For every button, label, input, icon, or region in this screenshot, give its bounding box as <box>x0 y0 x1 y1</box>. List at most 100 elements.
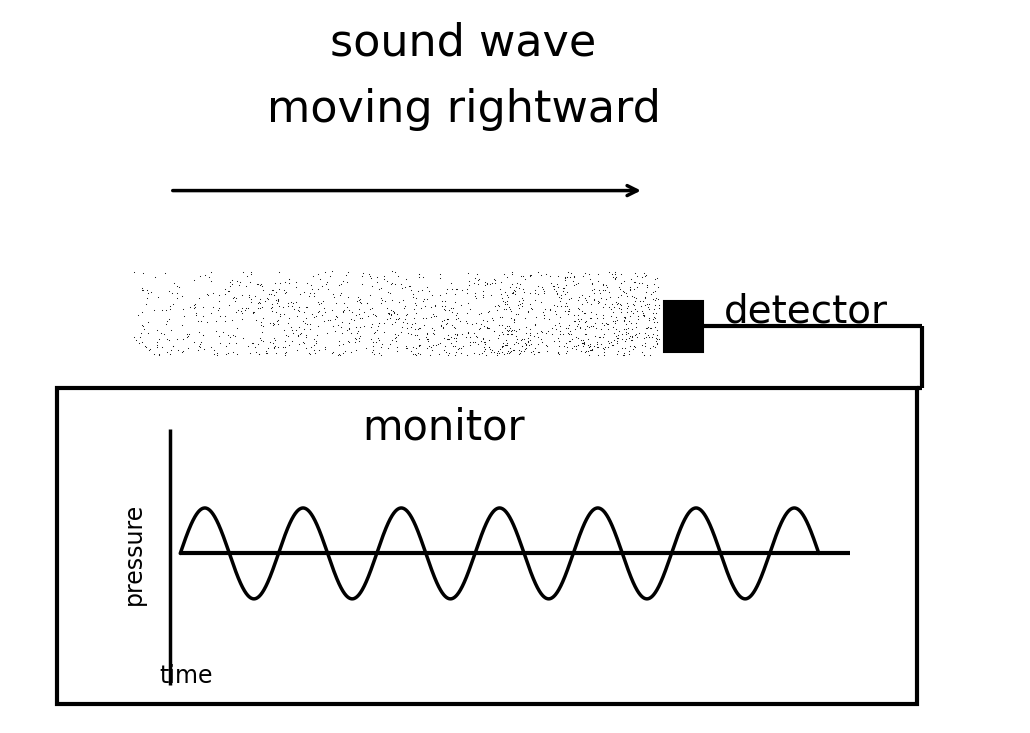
Point <box>521 329 538 341</box>
Point <box>480 306 496 317</box>
Point <box>568 331 584 343</box>
Point <box>506 284 522 295</box>
Point <box>651 333 667 345</box>
Point <box>265 337 281 349</box>
Point <box>626 292 643 303</box>
Point <box>382 287 399 298</box>
Point <box>649 339 665 350</box>
Point <box>563 328 580 339</box>
Point <box>251 297 268 309</box>
Point <box>513 334 529 346</box>
Point <box>527 295 544 306</box>
Point <box>387 328 404 340</box>
Point <box>444 306 460 318</box>
Point <box>556 273 573 285</box>
Point <box>180 342 197 354</box>
Point <box>473 336 489 347</box>
Point <box>490 319 507 331</box>
Point <box>166 278 182 290</box>
Point <box>134 284 150 296</box>
Point <box>317 341 334 353</box>
Point <box>594 278 611 290</box>
Point <box>466 347 482 359</box>
Point <box>362 303 378 315</box>
Point <box>626 299 643 311</box>
Point <box>521 287 538 299</box>
Point <box>425 328 442 340</box>
Point <box>341 304 357 316</box>
Point <box>151 334 168 345</box>
Point <box>507 285 523 297</box>
Point <box>533 334 549 345</box>
Point <box>398 339 414 351</box>
Point <box>522 298 539 310</box>
Point <box>371 347 387 358</box>
Point <box>535 306 551 318</box>
Point <box>425 309 442 320</box>
Point <box>522 302 539 314</box>
Point <box>303 341 319 353</box>
Point <box>461 339 478 350</box>
Point <box>514 294 530 306</box>
Point <box>500 289 516 301</box>
Point <box>324 288 341 300</box>
Point <box>447 331 464 343</box>
Point <box>512 278 528 290</box>
Point <box>277 329 294 341</box>
Point <box>459 284 476 295</box>
Point <box>557 288 574 300</box>
Point <box>595 346 612 358</box>
Point <box>141 345 158 356</box>
Point <box>308 337 324 349</box>
Point <box>561 271 578 283</box>
Point <box>218 339 235 351</box>
Point <box>584 284 600 295</box>
Point <box>481 322 497 334</box>
Point <box>316 267 333 279</box>
Point <box>607 273 623 284</box>
Point <box>529 331 546 343</box>
Point <box>624 323 641 334</box>
Point <box>638 270 654 281</box>
Point <box>272 310 288 322</box>
Point <box>325 292 342 303</box>
Point <box>568 278 584 290</box>
Point <box>312 273 329 284</box>
Point <box>174 346 191 358</box>
Point <box>441 347 457 358</box>
Point <box>616 312 632 323</box>
Point <box>625 307 642 319</box>
Point <box>529 339 546 350</box>
Point <box>209 347 226 359</box>
Point <box>637 337 653 349</box>
Point <box>594 279 611 291</box>
Point <box>362 270 378 282</box>
Point <box>306 339 322 350</box>
Point <box>577 292 593 304</box>
Point <box>435 321 451 333</box>
Point <box>192 341 208 353</box>
Point <box>260 342 276 354</box>
Point <box>358 297 375 309</box>
Point <box>130 309 146 321</box>
Point <box>230 304 246 316</box>
Point <box>534 281 550 293</box>
Point <box>602 286 618 298</box>
Point <box>622 310 639 322</box>
Point <box>219 347 236 359</box>
Point <box>306 290 322 302</box>
Point <box>281 273 298 285</box>
Point <box>551 320 568 332</box>
Point <box>447 296 464 308</box>
Point <box>511 282 527 294</box>
Point <box>633 277 650 289</box>
Point <box>626 341 643 353</box>
Point <box>296 337 312 349</box>
Point <box>539 268 555 280</box>
Point <box>545 299 561 311</box>
Point <box>228 337 244 349</box>
Point <box>512 298 528 309</box>
Point <box>197 269 213 281</box>
Point <box>229 275 245 287</box>
Point <box>205 287 221 299</box>
